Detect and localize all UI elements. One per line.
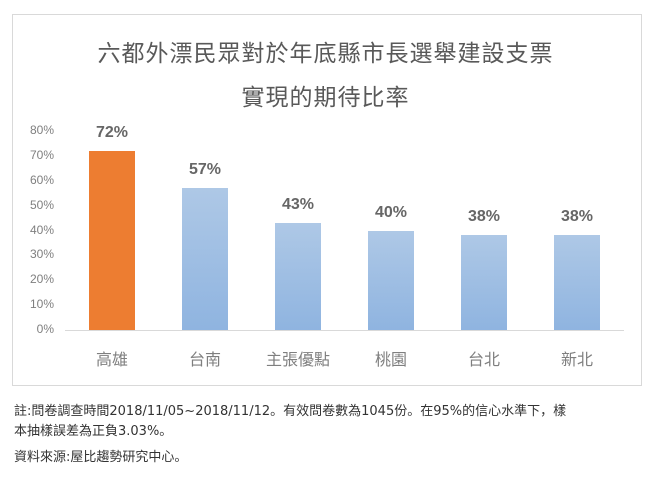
y-tick-label: 70% [29,147,54,162]
x-category-label: 高雄 [95,350,128,369]
bar-台南 [182,188,228,330]
bar-value-label: 38% [560,208,594,226]
chart-title-line2: 實現的期待比率 [241,85,410,111]
bar-主張優點 [275,223,321,330]
chart-title-line1: 六都外漂民眾對於年底縣市長選舉建設支票 [97,41,554,67]
x-axis-line [65,330,624,331]
bar-value-label: 72% [95,123,129,141]
bar-value-label: 43% [281,196,315,214]
bar-新北 [554,235,600,330]
y-tick-label: 0% [36,322,54,336]
y-tick-label: 20% [29,272,54,287]
x-category-label: 台南 [188,350,221,369]
bar-台北 [461,235,507,330]
y-tick-label: 30% [29,247,54,262]
x-category-label: 主張優點 [265,350,330,369]
source-note: 資料來源:屋比趨勢研究中心。 [14,450,188,465]
x-category-label: 新北 [560,350,593,369]
bar-value-label: 57% [188,161,222,179]
y-tick-label: 80% [29,123,54,137]
footnote-line1: 註:問卷調查時間2018/11/05~2018/11/12。有效問卷數為1045… [14,404,567,419]
x-category-label: 桃園 [374,350,407,369]
x-category-label: 台北 [467,350,500,369]
bar-value-label: 40% [374,203,408,221]
footnote-line2: 本抽樣誤差為正負3.03%。 [14,424,173,439]
y-tick-label: 40% [29,222,54,237]
y-tick-label: 10% [29,297,54,312]
bar-高雄 [89,150,135,330]
bar-value-label: 38% [467,208,501,226]
y-tick-label: 50% [29,197,54,212]
y-tick-label: 60% [29,172,54,187]
bar-桃園 [368,230,414,330]
